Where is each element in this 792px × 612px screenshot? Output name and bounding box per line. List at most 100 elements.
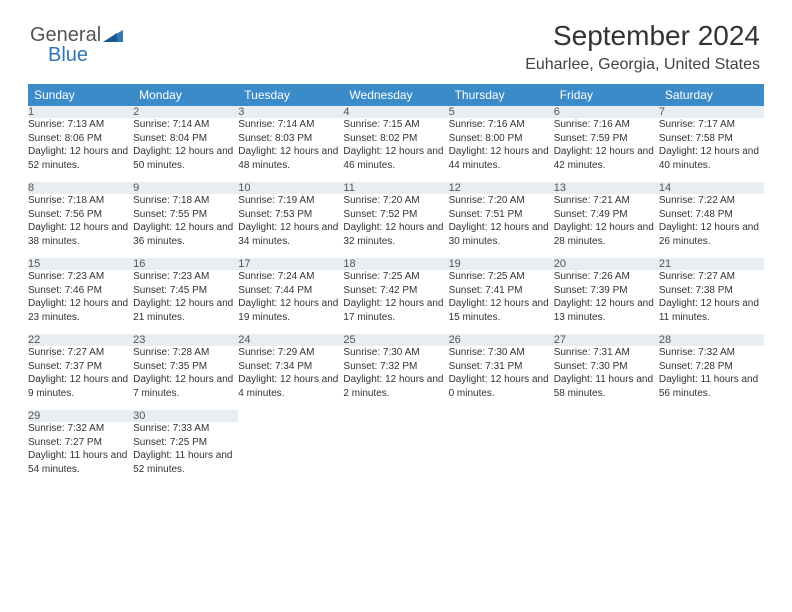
daylight-text: Daylight: 12 hours and 38 minutes. — [28, 221, 133, 248]
sunrise-text: Sunrise: 7:32 AM — [28, 422, 133, 436]
logo-text-2: Blue — [48, 44, 88, 67]
calendar-title: September 2024 — [28, 20, 760, 52]
day-number-cell: 10 — [238, 182, 343, 194]
day-data-cell: Sunrise: 7:23 AMSunset: 7:45 PMDaylight:… — [133, 270, 238, 334]
daylight-text: Daylight: 11 hours and 54 minutes. — [28, 449, 133, 476]
day-data-row: Sunrise: 7:32 AMSunset: 7:27 PMDaylight:… — [28, 422, 764, 486]
weekday-header-row: Sunday Monday Tuesday Wednesday Thursday… — [28, 84, 764, 106]
sunset-text: Sunset: 7:52 PM — [343, 208, 448, 222]
sunrise-text: Sunrise: 7:28 AM — [133, 346, 238, 360]
day-data-cell: Sunrise: 7:30 AMSunset: 7:32 PMDaylight:… — [343, 346, 448, 410]
day-data-cell: Sunrise: 7:13 AMSunset: 8:06 PMDaylight:… — [28, 118, 133, 182]
daylight-text: Daylight: 12 hours and 23 minutes. — [28, 297, 133, 324]
day-number-cell: 30 — [133, 410, 238, 422]
day-data-cell: Sunrise: 7:17 AMSunset: 7:58 PMDaylight:… — [659, 118, 764, 182]
sunset-text: Sunset: 7:59 PM — [554, 132, 659, 146]
sunrise-text: Sunrise: 7:23 AM — [133, 270, 238, 284]
weekday-header: Sunday — [28, 84, 133, 106]
day-data-cell: Sunrise: 7:27 AMSunset: 7:37 PMDaylight:… — [28, 346, 133, 410]
sunset-text: Sunset: 7:41 PM — [449, 284, 554, 298]
calendar-table: Sunday Monday Tuesday Wednesday Thursday… — [28, 84, 764, 486]
weekday-header: Monday — [133, 84, 238, 106]
day-number-cell: 16 — [133, 258, 238, 270]
daylight-text: Daylight: 12 hours and 0 minutes. — [449, 373, 554, 400]
sunset-text: Sunset: 7:32 PM — [343, 360, 448, 374]
sunrise-text: Sunrise: 7:14 AM — [133, 118, 238, 132]
daylight-text: Daylight: 12 hours and 2 minutes. — [343, 373, 448, 400]
weekday-header: Friday — [554, 84, 659, 106]
sunset-text: Sunset: 7:39 PM — [554, 284, 659, 298]
sunrise-text: Sunrise: 7:30 AM — [449, 346, 554, 360]
day-data-cell: Sunrise: 7:23 AMSunset: 7:46 PMDaylight:… — [28, 270, 133, 334]
day-data-cell: Sunrise: 7:22 AMSunset: 7:48 PMDaylight:… — [659, 194, 764, 258]
daylight-text: Daylight: 12 hours and 4 minutes. — [238, 373, 343, 400]
day-data-cell: Sunrise: 7:19 AMSunset: 7:53 PMDaylight:… — [238, 194, 343, 258]
day-number-cell: 9 — [133, 182, 238, 194]
day-number-cell: 3 — [238, 106, 343, 118]
page-header: September 2024 Euharlee, Georgia, United… — [28, 20, 764, 74]
sunset-text: Sunset: 8:03 PM — [238, 132, 343, 146]
sunset-text: Sunset: 7:38 PM — [659, 284, 764, 298]
sunset-text: Sunset: 7:48 PM — [659, 208, 764, 222]
sunset-text: Sunset: 7:55 PM — [133, 208, 238, 222]
day-data-cell: Sunrise: 7:20 AMSunset: 7:51 PMDaylight:… — [449, 194, 554, 258]
sunset-text: Sunset: 7:53 PM — [238, 208, 343, 222]
day-number-row: 1234567 — [28, 106, 764, 118]
day-number-cell: 4 — [343, 106, 448, 118]
sunrise-text: Sunrise: 7:19 AM — [238, 194, 343, 208]
day-number-cell — [238, 410, 343, 422]
day-data-row: Sunrise: 7:23 AMSunset: 7:46 PMDaylight:… — [28, 270, 764, 334]
daylight-text: Daylight: 12 hours and 30 minutes. — [449, 221, 554, 248]
sunrise-text: Sunrise: 7:20 AM — [343, 194, 448, 208]
daylight-text: Daylight: 12 hours and 13 minutes. — [554, 297, 659, 324]
sunrise-text: Sunrise: 7:31 AM — [554, 346, 659, 360]
day-data-cell: Sunrise: 7:25 AMSunset: 7:41 PMDaylight:… — [449, 270, 554, 334]
sunset-text: Sunset: 7:27 PM — [28, 436, 133, 450]
sunrise-text: Sunrise: 7:13 AM — [28, 118, 133, 132]
daylight-text: Daylight: 12 hours and 52 minutes. — [28, 145, 133, 172]
day-number-cell: 6 — [554, 106, 659, 118]
day-number-cell: 5 — [449, 106, 554, 118]
sunset-text: Sunset: 8:00 PM — [449, 132, 554, 146]
day-number-cell: 11 — [343, 182, 448, 194]
day-number-cell: 13 — [554, 182, 659, 194]
day-data-cell — [554, 422, 659, 486]
sunset-text: Sunset: 7:46 PM — [28, 284, 133, 298]
sunrise-text: Sunrise: 7:26 AM — [554, 270, 659, 284]
sunrise-text: Sunrise: 7:27 AM — [659, 270, 764, 284]
sunrise-text: Sunrise: 7:16 AM — [449, 118, 554, 132]
day-data-cell: Sunrise: 7:27 AMSunset: 7:38 PMDaylight:… — [659, 270, 764, 334]
sunset-text: Sunset: 7:30 PM — [554, 360, 659, 374]
daylight-text: Daylight: 12 hours and 28 minutes. — [554, 221, 659, 248]
sunset-text: Sunset: 7:42 PM — [343, 284, 448, 298]
day-number-cell: 19 — [449, 258, 554, 270]
day-data-cell: Sunrise: 7:28 AMSunset: 7:35 PMDaylight:… — [133, 346, 238, 410]
day-data-cell: Sunrise: 7:18 AMSunset: 7:56 PMDaylight:… — [28, 194, 133, 258]
day-number-cell: 25 — [343, 334, 448, 346]
day-number-cell: 28 — [659, 334, 764, 346]
day-data-cell: Sunrise: 7:26 AMSunset: 7:39 PMDaylight:… — [554, 270, 659, 334]
day-number-cell: 12 — [449, 182, 554, 194]
day-number-row: 891011121314 — [28, 182, 764, 194]
day-number-cell: 20 — [554, 258, 659, 270]
daylight-text: Daylight: 12 hours and 15 minutes. — [449, 297, 554, 324]
day-number-cell: 22 — [28, 334, 133, 346]
day-data-cell — [343, 422, 448, 486]
day-number-cell: 7 — [659, 106, 764, 118]
sunrise-text: Sunrise: 7:16 AM — [554, 118, 659, 132]
sunrise-text: Sunrise: 7:33 AM — [133, 422, 238, 436]
sunrise-text: Sunrise: 7:32 AM — [659, 346, 764, 360]
day-data-cell: Sunrise: 7:30 AMSunset: 7:31 PMDaylight:… — [449, 346, 554, 410]
daylight-text: Daylight: 12 hours and 9 minutes. — [28, 373, 133, 400]
sunrise-text: Sunrise: 7:18 AM — [28, 194, 133, 208]
day-data-cell: Sunrise: 7:21 AMSunset: 7:49 PMDaylight:… — [554, 194, 659, 258]
sunset-text: Sunset: 8:02 PM — [343, 132, 448, 146]
day-data-cell: Sunrise: 7:25 AMSunset: 7:42 PMDaylight:… — [343, 270, 448, 334]
day-data-cell — [449, 422, 554, 486]
sunrise-text: Sunrise: 7:20 AM — [449, 194, 554, 208]
day-number-cell: 29 — [28, 410, 133, 422]
day-number-cell: 2 — [133, 106, 238, 118]
day-number-cell: 17 — [238, 258, 343, 270]
day-number-cell: 14 — [659, 182, 764, 194]
sunset-text: Sunset: 7:44 PM — [238, 284, 343, 298]
